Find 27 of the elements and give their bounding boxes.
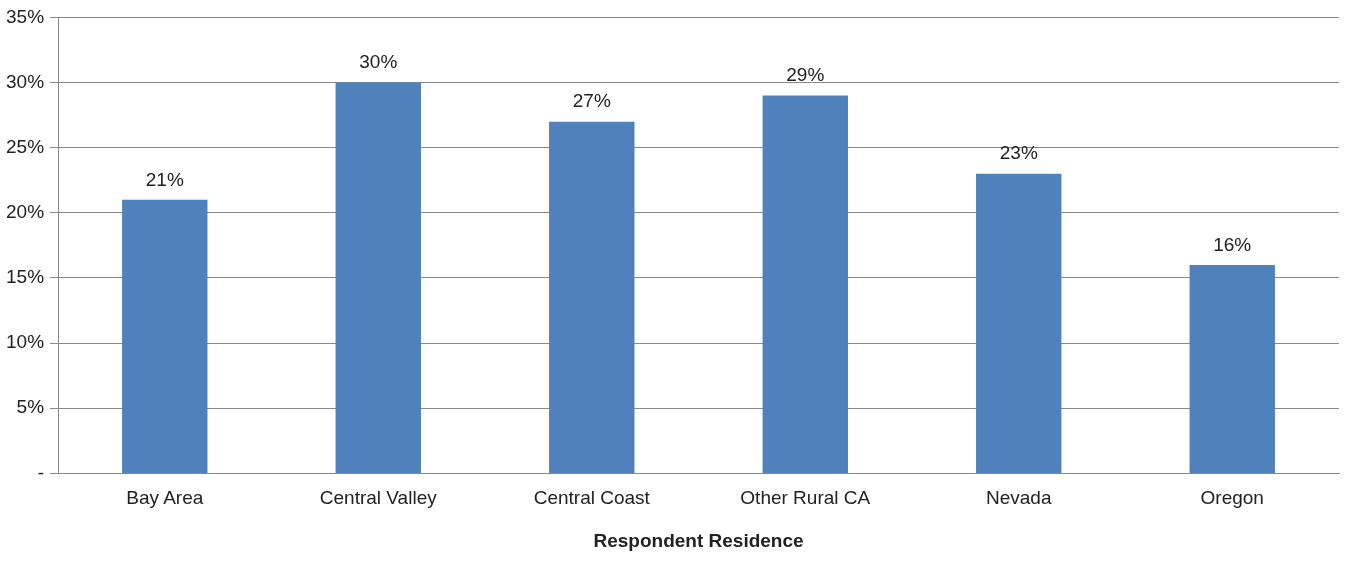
x-tick-label: Bay Area [126,487,204,509]
bar [762,95,848,473]
x-tick-label: Nevada [986,487,1052,509]
y-tick-label: 10% [6,331,45,353]
x-tick-label: Central Coast [533,487,651,509]
data-label: 29% [786,64,825,86]
x-tick-label: Oregon [1200,487,1264,509]
y-tick-label: - [37,461,45,483]
data-label: 23% [999,142,1038,164]
bar [1189,264,1275,473]
bar [976,173,1062,473]
data-label: 27% [572,90,611,112]
data-label: 16% [1213,233,1252,255]
data-label: 21% [145,168,184,190]
x-tick-label: Other Rural CA [740,487,871,509]
x-tick-label: Central Valley [319,487,438,509]
bar [549,121,635,473]
y-tick-label: 15% [6,266,45,288]
y-tick-label: 35% [6,5,45,27]
y-tick-label: 5% [16,396,45,418]
y-tick-label: 25% [6,135,45,157]
y-tick-label: 30% [6,70,45,92]
data-label: 30% [359,51,398,73]
bar [122,199,208,473]
x-axis-title: Respondent Residence [593,529,804,551]
y-tick-label: 20% [6,201,45,223]
bar [335,82,421,473]
